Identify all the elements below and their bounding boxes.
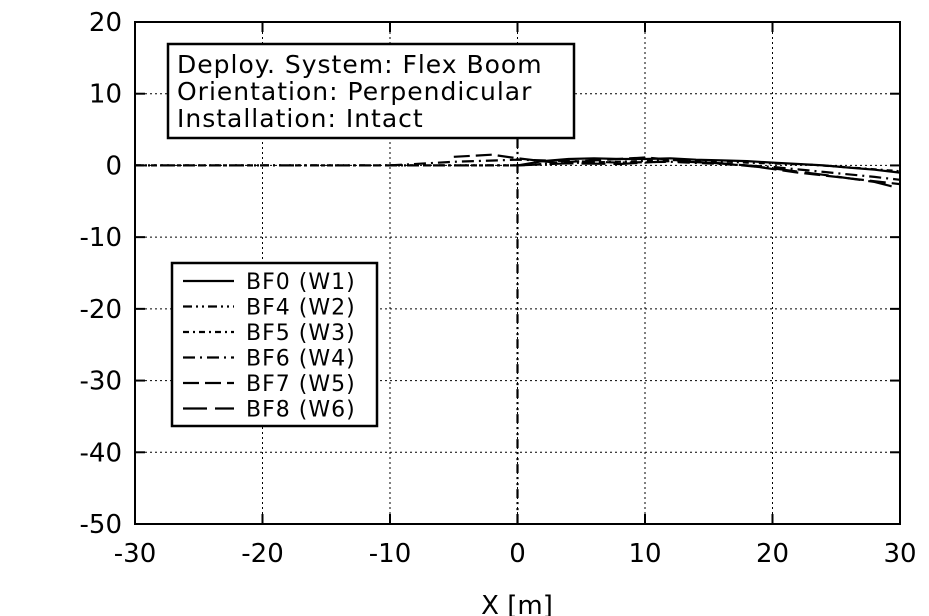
series-line-4 bbox=[389, 158, 901, 181]
x-tick-label: 30 bbox=[883, 539, 916, 569]
y-tick-label: 0 bbox=[105, 151, 122, 181]
x-tick-label: -20 bbox=[241, 539, 283, 569]
info-box: Deploy. System: Flex Boom Orientation: P… bbox=[166, 42, 576, 140]
y-tick-label: -40 bbox=[80, 438, 122, 468]
y-tick-label: -20 bbox=[80, 295, 122, 325]
x-axis-label: X [m] bbox=[481, 591, 553, 616]
series-line-6 bbox=[517, 159, 901, 190]
legend: BF0 (W1)BF4 (W2)BF5 (W3)BF6 (W4)BF7 (W5)… bbox=[170, 261, 379, 428]
y-tick-labels: 20 10 0 -10 -20 -30 -40 -50 bbox=[80, 8, 122, 540]
info-line-installation: Installation: Intact bbox=[177, 104, 424, 133]
info-line-orientation: Orientation: Perpendicular bbox=[177, 77, 532, 106]
legend-label: BF6 (W4) bbox=[246, 347, 356, 372]
x-tick-labels: -30 -20 -10 0 10 20 30 bbox=[114, 539, 917, 569]
x-tick-label: 10 bbox=[628, 539, 661, 569]
series-line-5 bbox=[453, 153, 901, 186]
legend-entries: BF0 (W1)BF4 (W2)BF5 (W3)BF6 (W4)BF7 (W5)… bbox=[183, 270, 356, 423]
legend-label: BF8 (W6) bbox=[246, 398, 356, 423]
y-tick-label: -30 bbox=[80, 367, 122, 397]
legend-entry: BF4 (W2) bbox=[183, 296, 356, 321]
legend-label: BF4 (W2) bbox=[246, 296, 356, 321]
series-layer bbox=[135, 43, 901, 524]
series-line-3 bbox=[135, 158, 901, 173]
y-tick-label: -10 bbox=[80, 223, 122, 253]
axis-ticks bbox=[134, 21, 901, 525]
x-tick-label: -10 bbox=[369, 539, 411, 569]
legend-entry: BF8 (W6) bbox=[183, 398, 356, 423]
y-tick-label: -50 bbox=[80, 510, 122, 540]
x-tick-label: 20 bbox=[756, 539, 789, 569]
x-tick-label: -30 bbox=[114, 539, 156, 569]
legend-label: BF0 (W1) bbox=[246, 270, 356, 295]
legend-entry: BF0 (W1) bbox=[183, 270, 356, 295]
y-tick-label: 10 bbox=[89, 80, 122, 110]
legend-label: BF7 (W5) bbox=[246, 372, 356, 397]
x-tick-label: 0 bbox=[509, 539, 526, 569]
series-line-2 bbox=[135, 43, 519, 524]
legend-entry: BF6 (W4) bbox=[183, 347, 356, 372]
series-line-1 bbox=[517, 157, 901, 174]
legend-label: BF5 (W3) bbox=[246, 321, 356, 346]
info-line-deploy: Deploy. System: Flex Boom bbox=[177, 50, 543, 79]
y-tick-label: 20 bbox=[89, 8, 122, 38]
legend-entry: BF7 (W5) bbox=[183, 372, 356, 397]
legend-entry: BF5 (W3) bbox=[183, 321, 356, 346]
